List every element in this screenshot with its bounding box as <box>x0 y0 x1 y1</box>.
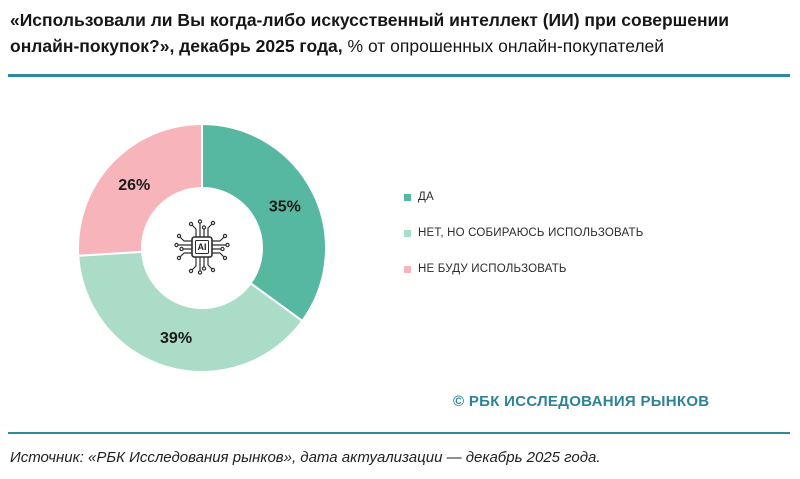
chart-title: «Использовали ли Вы когда-либо искусстве… <box>10 7 792 59</box>
ai-chip-icon: AI <box>172 217 232 277</box>
legend-label-wont-use: НЕ БУДУ ИСПОЛЬЗОВАТЬ <box>418 263 567 275</box>
legend-item-yes: ДА <box>404 190 644 204</box>
copyright-brand: © РБК ИССЛЕДОВАНИЯ РЫНКОВ <box>453 393 710 410</box>
bottom-divider-line <box>8 432 790 434</box>
legend-item-plan-to-use: НЕТ, НО СОБИРАЮСЬ ИСПОЛЬЗОВАТЬ <box>404 226 644 240</box>
donut-segment-2 <box>77 123 203 257</box>
legend-swatch-plan-to-use <box>404 229 411 237</box>
legend-label-plan-to-use: НЕТ, НО СОБИРАЮСЬ ИСПОЛЬЗОВАТЬ <box>418 227 644 239</box>
source-note: Источник: «РБК Исследования рынков», дат… <box>10 449 601 466</box>
slice-label-1: 39% <box>160 330 192 347</box>
legend: ДА НЕТ, НО СОБИРАЮСЬ ИСПОЛЬЗОВАТЬ НЕ БУД… <box>404 190 644 298</box>
donut-segment-0 <box>201 123 327 322</box>
legend-swatch-yes <box>404 193 411 201</box>
top-divider-line <box>8 74 790 77</box>
slice-label-2: 26% <box>118 177 150 194</box>
chart-title-question: «Использовали ли Вы когда-либо искусстве… <box>10 10 730 56</box>
slice-label-0: 35% <box>269 198 301 215</box>
svg-text:AI: AI <box>198 242 207 252</box>
legend-label-yes: ДА <box>418 191 434 203</box>
chart-title-subtitle: % от опрошенных онлайн-покупателей <box>342 36 665 56</box>
donut-segment-1 <box>77 250 304 373</box>
legend-item-wont-use: НЕ БУДУ ИСПОЛЬЗОВАТЬ <box>404 262 644 276</box>
legend-swatch-wont-use <box>404 265 411 273</box>
donut-chart: 35% 39% 26% <box>77 123 327 373</box>
